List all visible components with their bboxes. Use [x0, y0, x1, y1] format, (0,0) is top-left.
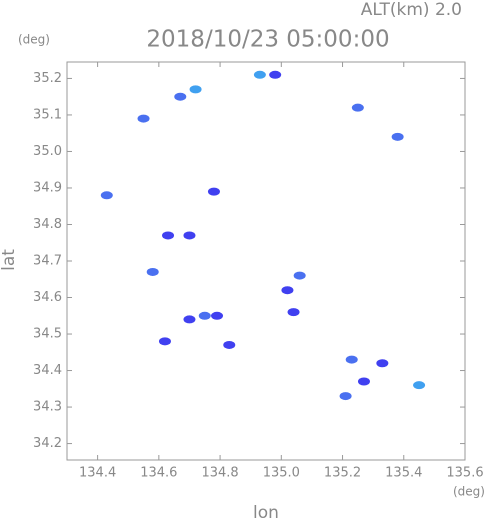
y-tick-label: 34.7 [33, 254, 62, 269]
echo-cell [100, 191, 113, 200]
y-tick-label: 34.4 [33, 363, 62, 378]
echo-cell [198, 311, 211, 320]
echo-cell [223, 340, 236, 349]
x-tick-label: 135.6 [446, 466, 483, 481]
y-tick-label: 34.2 [33, 436, 62, 451]
y-unit: (deg) [18, 33, 50, 47]
echo-cell [376, 359, 389, 368]
echo-cell [391, 132, 404, 141]
echo-cell [287, 308, 300, 317]
altitude-label: ALT(km) 2.0 [361, 0, 462, 20]
echo-cell [158, 337, 171, 346]
echo-cell [345, 355, 358, 364]
echo-cell [357, 377, 370, 386]
y-tick-label: 35.0 [33, 144, 62, 159]
x-tick-label: 134.4 [79, 466, 116, 481]
echo-cell [174, 92, 187, 101]
y-tick-label: 34.5 [33, 327, 62, 342]
echo-cell [162, 231, 175, 240]
echo-cell [189, 85, 202, 94]
x-tick-label: 135.4 [385, 466, 422, 481]
y-tick-label: 34.9 [33, 180, 62, 195]
y-tick-label: 34.8 [33, 217, 62, 232]
echo-cell [146, 267, 159, 276]
echo-cell [269, 70, 282, 79]
x-tick-label: 134.6 [140, 466, 177, 481]
echo-cell [253, 70, 266, 79]
x-tick-label: 135.2 [324, 466, 361, 481]
echo-cell [281, 286, 294, 295]
echo-cell [137, 114, 150, 123]
y-tick-label: 35.1 [33, 107, 62, 122]
y-tick-label: 35.2 [33, 71, 62, 86]
echo-cell [413, 381, 426, 390]
x-unit: (deg) [453, 485, 485, 499]
echo-cell [183, 231, 196, 240]
x-axis-label: lon [253, 503, 279, 521]
chart-title: 2018/10/23 05:00:00 [146, 27, 389, 53]
echo-cell [351, 103, 364, 112]
echo-cell [183, 315, 196, 324]
y-tick-label: 34.3 [33, 400, 62, 415]
plot-frame [66, 61, 466, 461]
x-tick-label: 135.0 [263, 466, 300, 481]
echo-cell [207, 187, 220, 196]
y-axis-label: lat [0, 249, 19, 271]
y-tick-label: 34.6 [33, 290, 62, 305]
echo-cell [211, 311, 224, 320]
echo-cell [293, 271, 306, 280]
x-tick-label: 134.8 [201, 466, 238, 481]
echo-cell [339, 392, 352, 401]
